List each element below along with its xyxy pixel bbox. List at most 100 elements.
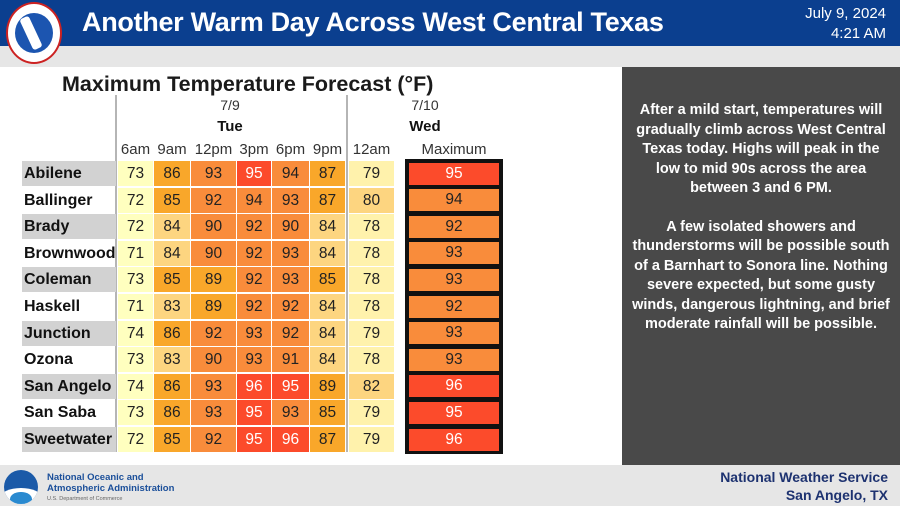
temp-cell: 71 bbox=[118, 294, 153, 319]
noaa-logo bbox=[4, 470, 38, 504]
city-name: San Saba bbox=[24, 404, 97, 422]
temp-cell: 93 bbox=[272, 187, 309, 213]
city-name: Brownwood bbox=[24, 244, 116, 262]
temp-cell: 93 bbox=[237, 320, 271, 346]
max-temp-cell: 95 bbox=[409, 401, 499, 424]
city-name: Junction bbox=[22, 320, 116, 346]
temp-cell: 72 bbox=[118, 187, 153, 213]
city-name: Coleman bbox=[22, 267, 116, 293]
temp-cell: 84 bbox=[310, 320, 345, 346]
time-header: 3pm bbox=[239, 141, 269, 158]
temp-cell: 79 bbox=[349, 320, 394, 346]
temp-cell: 90 bbox=[191, 214, 236, 240]
temp-cell: 89 bbox=[191, 294, 236, 319]
temp-cell: 93 bbox=[272, 267, 309, 293]
city-name: Ozona bbox=[24, 351, 73, 369]
temp-cell: 83 bbox=[154, 294, 190, 319]
office-line2: San Angelo, TX bbox=[785, 487, 888, 503]
max-temp-cell: 93 bbox=[409, 322, 499, 345]
temp-cell: 89 bbox=[310, 373, 345, 399]
temp-cell: 85 bbox=[310, 267, 345, 293]
temp-cell: 95 bbox=[272, 373, 309, 399]
temp-cell: 93 bbox=[191, 161, 236, 186]
max-temp-cell: 93 bbox=[409, 242, 499, 265]
page-title: Another Warm Day Across West Central Tex… bbox=[82, 7, 664, 37]
temp-cell: 95 bbox=[237, 427, 271, 452]
temp-cell: 87 bbox=[310, 427, 345, 452]
temp-cell: 91 bbox=[272, 347, 309, 373]
forecast-title: Maximum Temperature Forecast (°F) bbox=[62, 72, 434, 96]
max-temp-cell: 94 bbox=[409, 189, 499, 212]
city-name: Brady bbox=[22, 214, 116, 240]
temp-cell: 78 bbox=[349, 294, 394, 319]
issued-date: July 9, 2024 bbox=[805, 5, 886, 22]
temp-cell: 78 bbox=[349, 267, 394, 293]
time-header: 12am bbox=[352, 141, 391, 158]
city-name: Ballinger bbox=[24, 191, 93, 209]
temp-cell: 92 bbox=[191, 320, 236, 346]
temp-cell: 96 bbox=[237, 373, 271, 399]
nws-logo bbox=[6, 2, 62, 64]
temp-cell: 92 bbox=[237, 267, 271, 293]
city-name: Sweetwater bbox=[22, 427, 116, 452]
temp-cell: 86 bbox=[154, 161, 190, 186]
temp-cell: 85 bbox=[310, 400, 345, 426]
temp-cell: 92 bbox=[272, 294, 309, 319]
temp-cell: 85 bbox=[154, 187, 190, 213]
temp-cell: 78 bbox=[349, 214, 394, 240]
temp-cell: 73 bbox=[118, 400, 153, 426]
temp-cell: 72 bbox=[118, 214, 153, 240]
temp-cell: 92 bbox=[191, 427, 236, 452]
temp-cell: 94 bbox=[237, 187, 271, 213]
temp-cell: 90 bbox=[191, 240, 236, 266]
temp-cell: 86 bbox=[154, 400, 190, 426]
temp-cell: 94 bbox=[272, 161, 309, 186]
max-temp-cell: 93 bbox=[409, 268, 499, 291]
city-name: San Angelo bbox=[22, 373, 116, 399]
temp-cell: 93 bbox=[191, 400, 236, 426]
temp-cell: 90 bbox=[272, 214, 309, 240]
temp-cell: 82 bbox=[349, 373, 394, 399]
max-temp-cell: 95 bbox=[409, 162, 499, 185]
temp-cell: 78 bbox=[349, 240, 394, 266]
temp-cell: 93 bbox=[237, 347, 271, 373]
temp-cell: 83 bbox=[154, 347, 190, 373]
temp-cell: 74 bbox=[118, 373, 153, 399]
temp-cell: 74 bbox=[118, 320, 153, 346]
temp-cell: 84 bbox=[310, 214, 345, 240]
issued-time: 4:21 AM bbox=[830, 25, 886, 42]
temp-cell: 93 bbox=[272, 400, 309, 426]
temp-cell: 84 bbox=[310, 347, 345, 373]
temp-cell: 95 bbox=[237, 400, 271, 426]
max-temp-cell: 93 bbox=[409, 348, 499, 371]
temp-cell: 92 bbox=[237, 294, 271, 319]
temp-cell: 79 bbox=[349, 161, 394, 186]
temp-cell: 79 bbox=[349, 427, 394, 452]
temp-cell: 87 bbox=[310, 161, 345, 186]
temp-cell: 86 bbox=[154, 373, 190, 399]
day1-weekday: Tue bbox=[217, 118, 243, 135]
temp-cell: 96 bbox=[272, 427, 309, 452]
temp-cell: 93 bbox=[191, 373, 236, 399]
header-bar: Another Warm Day Across West Central Tex… bbox=[0, 0, 900, 64]
temp-cell: 80 bbox=[349, 187, 394, 213]
temp-cell: 85 bbox=[154, 267, 190, 293]
temp-cell: 92 bbox=[237, 240, 271, 266]
discussion-paragraph: A few isolated showers and thunderstorms… bbox=[632, 218, 890, 333]
temp-cell: 87 bbox=[310, 187, 345, 213]
noaa-department: U.S. Department of Commerce bbox=[47, 496, 123, 502]
discussion-paragraph: After a mild start, temperatures will gr… bbox=[636, 102, 886, 196]
noaa-name: National Oceanic and Atmospheric Adminis… bbox=[47, 472, 174, 494]
city-name: Haskell bbox=[24, 298, 81, 315]
divider bbox=[115, 95, 117, 452]
day1-date: 7/9 bbox=[220, 97, 240, 113]
temp-cell: 89 bbox=[191, 267, 236, 293]
max-temp-cell: 92 bbox=[409, 215, 499, 238]
temp-cell: 84 bbox=[310, 294, 345, 319]
temp-cell: 73 bbox=[118, 347, 153, 373]
divider bbox=[346, 95, 348, 452]
city-name: Abilene bbox=[22, 161, 116, 186]
time-header: 9am bbox=[157, 141, 187, 158]
time-header: 6pm bbox=[275, 141, 306, 158]
issued-datetime: July 9, 2024 4:21 AM bbox=[805, 4, 886, 44]
